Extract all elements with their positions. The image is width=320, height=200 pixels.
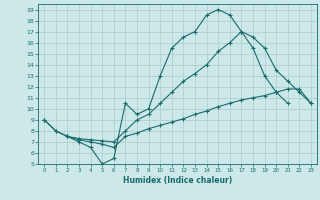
X-axis label: Humidex (Indice chaleur): Humidex (Indice chaleur) [123,176,232,185]
